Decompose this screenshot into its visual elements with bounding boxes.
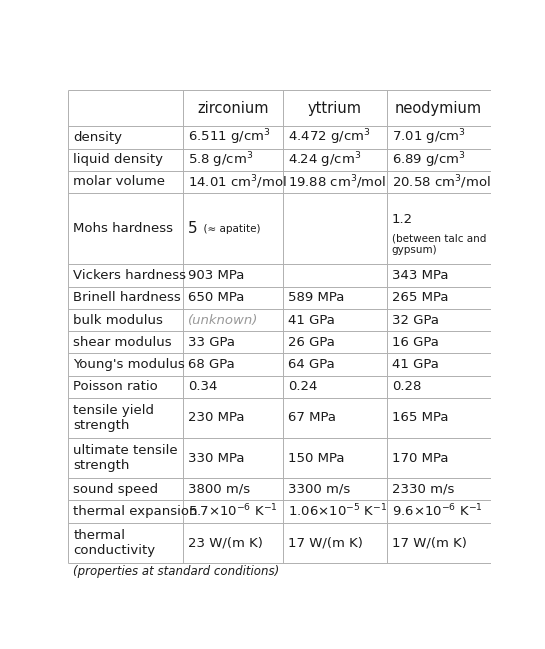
Text: ultimate tensile
strength: ultimate tensile strength: [73, 444, 178, 472]
Text: 230 MPa: 230 MPa: [188, 411, 245, 424]
Text: 0.24: 0.24: [288, 380, 317, 393]
Text: 3800 m/s: 3800 m/s: [188, 483, 250, 496]
Text: 33 GPa: 33 GPa: [188, 336, 235, 349]
Text: (≈ apatite): (≈ apatite): [197, 225, 261, 234]
Text: 14.01 cm$^3$/mol: 14.01 cm$^3$/mol: [188, 173, 287, 191]
Text: 170 MPa: 170 MPa: [392, 452, 448, 465]
Text: 650 MPa: 650 MPa: [188, 291, 245, 304]
Text: neodymium: neodymium: [395, 101, 482, 116]
Text: tensile yield
strength: tensile yield strength: [73, 404, 154, 432]
Text: 32 GPa: 32 GPa: [392, 313, 439, 326]
Text: 4.24 g/cm$^3$: 4.24 g/cm$^3$: [288, 150, 361, 169]
Text: 1.2: 1.2: [392, 213, 413, 226]
Text: liquid density: liquid density: [73, 153, 163, 166]
Text: 41 GPa: 41 GPa: [288, 313, 335, 326]
Text: 4.472 g/cm$^3$: 4.472 g/cm$^3$: [288, 128, 370, 147]
Text: (properties at standard conditions): (properties at standard conditions): [73, 565, 280, 578]
Text: molar volume: molar volume: [73, 175, 165, 188]
Text: 6.89 g/cm$^3$: 6.89 g/cm$^3$: [392, 150, 465, 169]
Text: 41 GPa: 41 GPa: [392, 358, 439, 371]
Text: 265 MPa: 265 MPa: [392, 291, 448, 304]
Text: 343 MPa: 343 MPa: [392, 269, 448, 282]
Text: density: density: [73, 131, 122, 144]
Text: 19.88 cm$^3$/mol: 19.88 cm$^3$/mol: [288, 173, 386, 191]
Text: bulk modulus: bulk modulus: [73, 313, 163, 326]
Text: 5: 5: [188, 221, 198, 236]
Text: 0.34: 0.34: [188, 380, 217, 393]
Text: Young's modulus: Young's modulus: [73, 358, 185, 371]
Text: yttrium: yttrium: [307, 101, 362, 116]
Text: 330 MPa: 330 MPa: [188, 452, 245, 465]
Text: 0.28: 0.28: [392, 380, 421, 393]
Text: 903 MPa: 903 MPa: [188, 269, 245, 282]
Text: 26 GPa: 26 GPa: [288, 336, 335, 349]
Text: sound speed: sound speed: [73, 483, 158, 496]
Text: 5.8 g/cm$^3$: 5.8 g/cm$^3$: [188, 150, 253, 169]
Text: 6.511 g/cm$^3$: 6.511 g/cm$^3$: [188, 128, 270, 147]
Text: zirconium: zirconium: [197, 101, 269, 116]
Text: 67 MPa: 67 MPa: [288, 411, 336, 424]
Text: 2330 m/s: 2330 m/s: [392, 483, 454, 496]
Text: Mohs hardness: Mohs hardness: [73, 222, 173, 235]
Text: 64 GPa: 64 GPa: [288, 358, 335, 371]
Text: 3300 m/s: 3300 m/s: [288, 483, 350, 496]
Text: thermal
conductivity: thermal conductivity: [73, 528, 155, 557]
Text: 589 MPa: 589 MPa: [288, 291, 344, 304]
Text: 7.01 g/cm$^3$: 7.01 g/cm$^3$: [392, 128, 465, 147]
Text: Brinell hardness: Brinell hardness: [73, 291, 181, 304]
Text: 5.7×10$^{-6}$ K$^{-1}$: 5.7×10$^{-6}$ K$^{-1}$: [188, 503, 278, 520]
Text: Poisson ratio: Poisson ratio: [73, 380, 158, 393]
Text: 150 MPa: 150 MPa: [288, 452, 344, 465]
Text: 165 MPa: 165 MPa: [392, 411, 448, 424]
Text: (between talc and
gypsum): (between talc and gypsum): [392, 234, 486, 255]
Text: Vickers hardness: Vickers hardness: [73, 269, 186, 282]
Text: 16 GPa: 16 GPa: [392, 336, 439, 349]
Text: 68 GPa: 68 GPa: [188, 358, 235, 371]
Text: shear modulus: shear modulus: [73, 336, 172, 349]
Text: (unknown): (unknown): [188, 313, 258, 326]
Text: thermal expansion: thermal expansion: [73, 505, 198, 518]
Text: 20.58 cm$^3$/mol: 20.58 cm$^3$/mol: [392, 173, 490, 191]
Text: 17 W/(m K): 17 W/(m K): [392, 536, 467, 549]
Text: 23 W/(m K): 23 W/(m K): [188, 536, 263, 549]
Text: 1.06×10$^{-5}$ K$^{-1}$: 1.06×10$^{-5}$ K$^{-1}$: [288, 503, 387, 520]
Text: 17 W/(m K): 17 W/(m K): [288, 536, 362, 549]
Text: 9.6×10$^{-6}$ K$^{-1}$: 9.6×10$^{-6}$ K$^{-1}$: [392, 503, 483, 520]
